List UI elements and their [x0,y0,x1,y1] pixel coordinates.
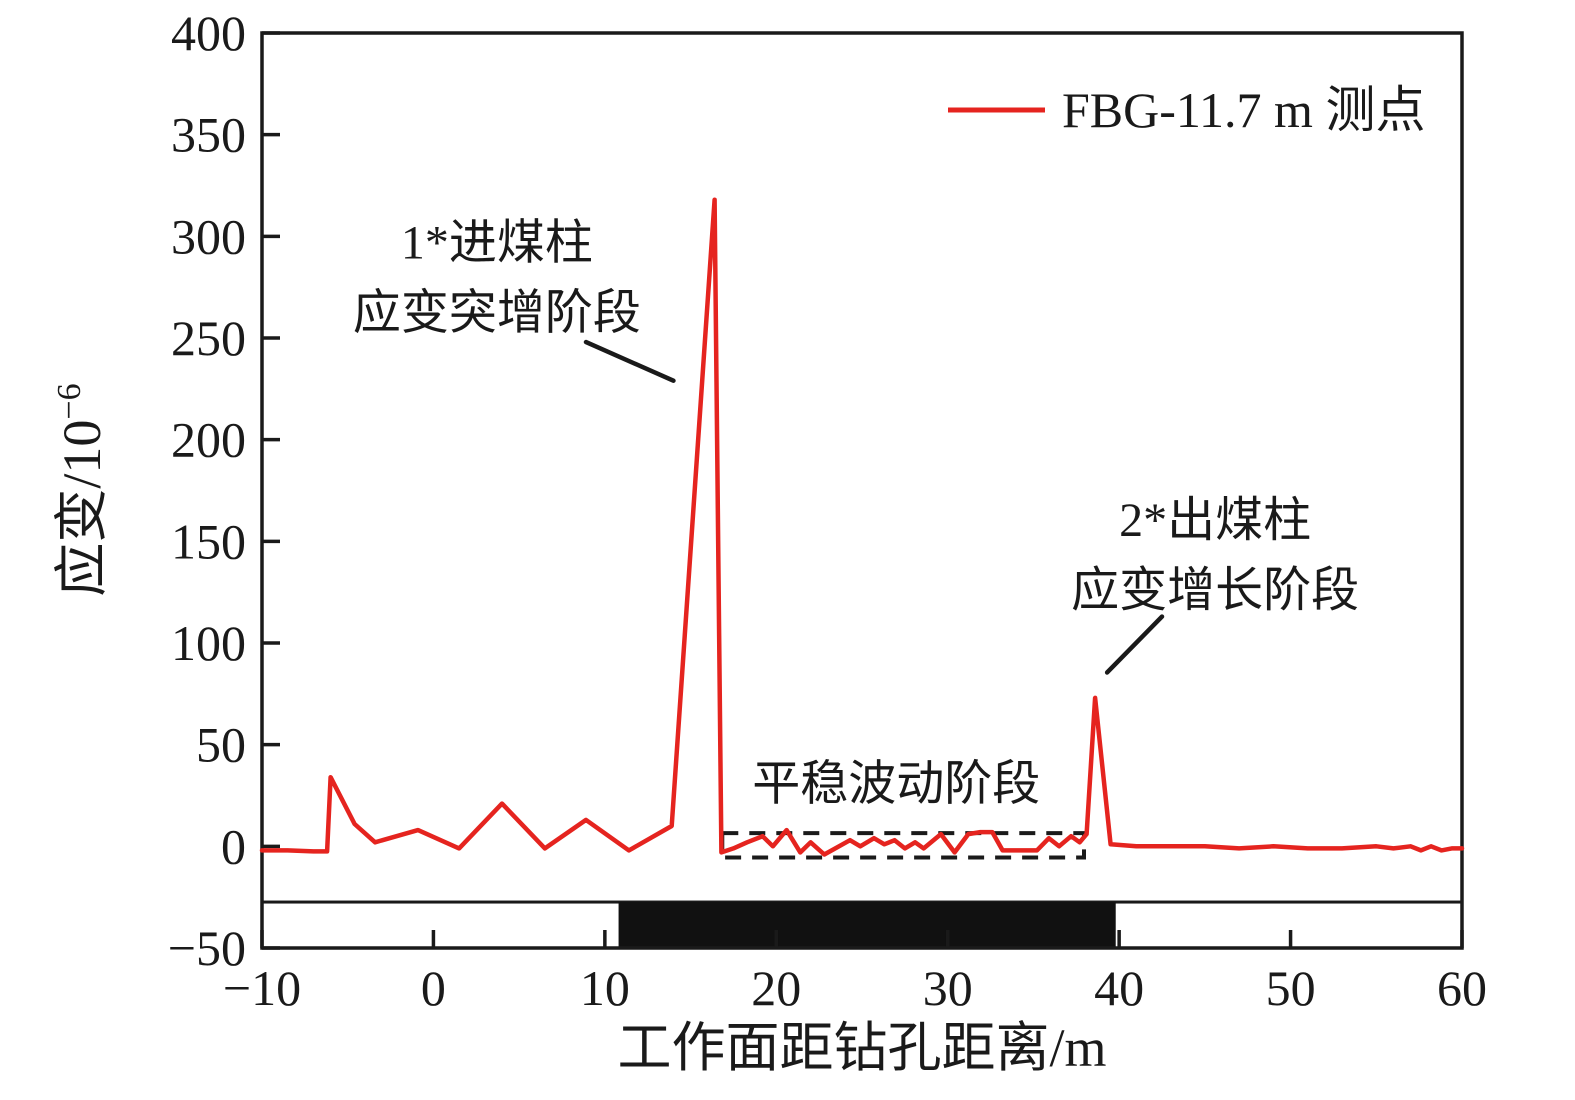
y-tick-label: −50 [168,920,246,976]
x-tick-label: −10 [223,960,301,1016]
growth-stage-leader-line [1104,614,1165,675]
y-tick-label: 150 [171,513,246,569]
x-axis-title: 工作面距钻孔距离/m [617,1018,1106,1078]
y-tick-label: 100 [171,615,246,671]
series-line [259,197,1465,857]
surge-stage-label: 1*进煤柱 [401,216,593,269]
y-axis-title: 应变/10−6 [51,383,112,596]
legend-label: FBG-11.7 m 测点 [1062,82,1425,138]
y-tick-label: 250 [171,310,246,366]
x-tick-label: 60 [1437,960,1487,1016]
surge-stage-leader-line [583,339,676,383]
plot-frame [260,31,1464,950]
x-tick-label: 10 [580,960,630,1016]
y-tick-label: 200 [171,412,246,468]
x-tick-label: 20 [751,960,801,1016]
y-tick-label: 300 [171,208,246,264]
y-tick-label: 400 [171,5,246,61]
y-tick-label: 0 [221,818,246,874]
surge-stage-label: 应变突增阶段 [353,287,641,340]
x-tick-label: 0 [421,960,446,1016]
y-tick-label: 50 [196,717,246,773]
x-tick-label: 50 [1266,960,1316,1016]
steady-stage-label: 平稳波动阶段 [752,757,1040,810]
growth-stage-label: 应变增长阶段 [1071,564,1359,617]
y-tick-label: 350 [171,107,246,163]
x-tick-label: 30 [923,960,973,1016]
coal-pillar-block [618,902,1116,948]
growth-stage-label: 2*出煤柱 [1119,494,1311,547]
x-tick-label: 40 [1094,960,1144,1016]
